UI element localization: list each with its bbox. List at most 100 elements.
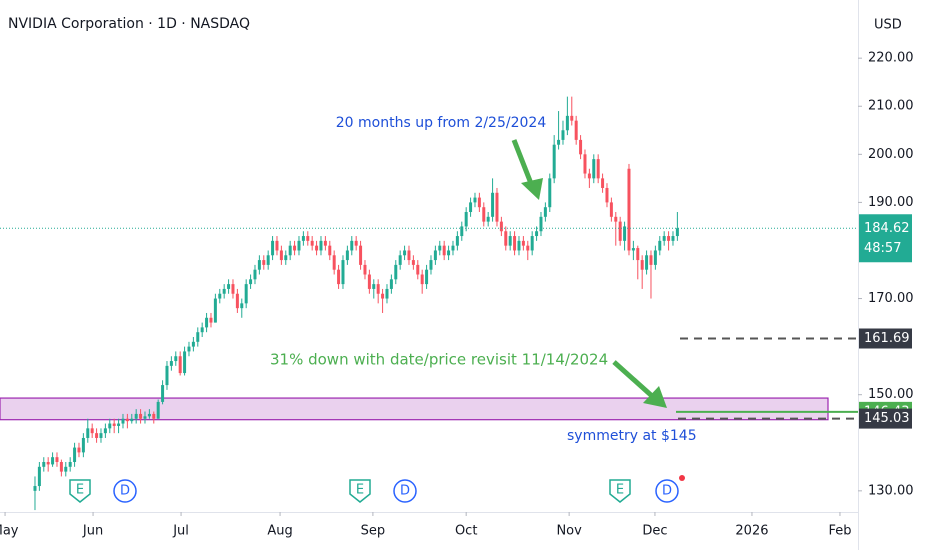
annotation: 20 months up from 2/25/2024 bbox=[336, 115, 547, 131]
x-tick-label: Aug bbox=[267, 524, 292, 539]
candle-body bbox=[262, 260, 266, 265]
candle-body bbox=[658, 240, 662, 251]
price-level-box bbox=[859, 328, 912, 349]
candle-body bbox=[671, 236, 675, 241]
candle-body bbox=[169, 361, 173, 366]
x-tick-label: Jun bbox=[82, 524, 103, 539]
candle-body bbox=[42, 462, 46, 467]
candle-body bbox=[183, 351, 187, 374]
arrow-shaft bbox=[612, 360, 654, 398]
earnings-badge[interactable] bbox=[349, 479, 371, 503]
candle-body bbox=[543, 207, 547, 217]
candle-body bbox=[161, 385, 165, 402]
candle-body bbox=[561, 130, 565, 140]
support-zone bbox=[0, 397, 829, 421]
annotation-arrows bbox=[511, 139, 667, 408]
candle-body bbox=[372, 284, 376, 289]
candle-body bbox=[557, 139, 561, 145]
candle-body bbox=[33, 486, 37, 491]
candle-body bbox=[350, 240, 354, 251]
event-label: E bbox=[616, 483, 624, 498]
candle-body bbox=[275, 240, 279, 251]
annotation: symmetry at $145 bbox=[567, 428, 697, 444]
candle-body bbox=[491, 192, 495, 217]
y-tick-label: 220.00 bbox=[868, 51, 914, 66]
candle-body bbox=[112, 423, 116, 426]
candle-body bbox=[587, 173, 591, 179]
candle-body bbox=[420, 274, 424, 285]
candle-body bbox=[539, 216, 543, 232]
countdown-label: 48:57 bbox=[864, 241, 901, 256]
candle-body bbox=[460, 226, 464, 237]
candle-body bbox=[310, 240, 314, 246]
candle-body bbox=[548, 178, 552, 208]
candle-body bbox=[486, 216, 490, 222]
candle-body bbox=[257, 260, 261, 270]
candle-body bbox=[623, 226, 627, 241]
chart-title: NVIDIA Corporation · 1D · NASDAQ bbox=[8, 16, 250, 32]
candle-body bbox=[592, 159, 596, 179]
candle-body bbox=[394, 264, 398, 280]
candle-body bbox=[521, 240, 525, 246]
earnings-badge[interactable] bbox=[609, 479, 631, 503]
candle-body bbox=[59, 462, 63, 472]
dividend-badge[interactable] bbox=[393, 479, 417, 503]
candle-body bbox=[570, 115, 574, 121]
x-tick-label: Dec bbox=[642, 524, 667, 539]
dividend-badge[interactable] bbox=[113, 479, 137, 503]
candle-body bbox=[464, 212, 468, 227]
candle-body bbox=[385, 288, 389, 299]
candle-body bbox=[249, 279, 253, 285]
candle-body bbox=[323, 240, 327, 246]
candle-body bbox=[125, 418, 129, 422]
annotation: 31% down with date/price revisit 11/14/2… bbox=[270, 351, 608, 369]
candle-body bbox=[605, 187, 609, 203]
candle-body bbox=[271, 240, 275, 256]
x-tick-label: Sep bbox=[361, 524, 386, 539]
candle-body bbox=[473, 197, 477, 203]
candle-body bbox=[284, 255, 288, 261]
candle-body bbox=[627, 168, 631, 251]
candle-body bbox=[222, 288, 226, 294]
candle-body bbox=[165, 365, 169, 386]
events: E D E D E D bbox=[69, 475, 685, 503]
x-tick-label: Nov bbox=[556, 524, 582, 539]
candle-body bbox=[174, 356, 178, 362]
candle-body bbox=[121, 418, 125, 424]
candle-body bbox=[618, 221, 622, 241]
event-label: E bbox=[356, 483, 364, 498]
candle-body bbox=[416, 264, 420, 275]
current-price-box bbox=[859, 214, 912, 263]
candle-body bbox=[526, 245, 530, 251]
candle-body bbox=[46, 462, 50, 465]
candle-body bbox=[552, 144, 556, 179]
candle-body bbox=[108, 423, 112, 429]
candle-body bbox=[508, 236, 512, 246]
candle-body bbox=[631, 248, 635, 251]
candle-body bbox=[279, 250, 283, 261]
earnings-badge[interactable] bbox=[69, 479, 91, 503]
y-tick-label: 190.00 bbox=[868, 195, 914, 210]
candle-body bbox=[517, 240, 521, 251]
y-tick-label: 150.00 bbox=[868, 387, 914, 402]
candle-body bbox=[297, 240, 301, 251]
price-level-label: 161.69 bbox=[864, 331, 910, 346]
price-level-label: 145.03 bbox=[864, 411, 910, 426]
candle-body bbox=[134, 413, 138, 419]
candle-body bbox=[447, 250, 451, 256]
candle-body bbox=[139, 413, 143, 419]
candle-body bbox=[574, 120, 578, 140]
candle-body bbox=[640, 260, 644, 270]
candle-body bbox=[389, 279, 393, 289]
candle-body bbox=[359, 245, 363, 265]
arrow-head bbox=[643, 386, 667, 408]
candle-body bbox=[337, 269, 341, 285]
dividend-badge[interactable] bbox=[655, 479, 679, 503]
candle-body bbox=[205, 317, 209, 328]
candle-body bbox=[253, 269, 257, 280]
candle-body bbox=[55, 457, 59, 463]
candle-body bbox=[117, 423, 121, 426]
candle-body bbox=[504, 231, 508, 246]
candle-body bbox=[341, 260, 345, 285]
